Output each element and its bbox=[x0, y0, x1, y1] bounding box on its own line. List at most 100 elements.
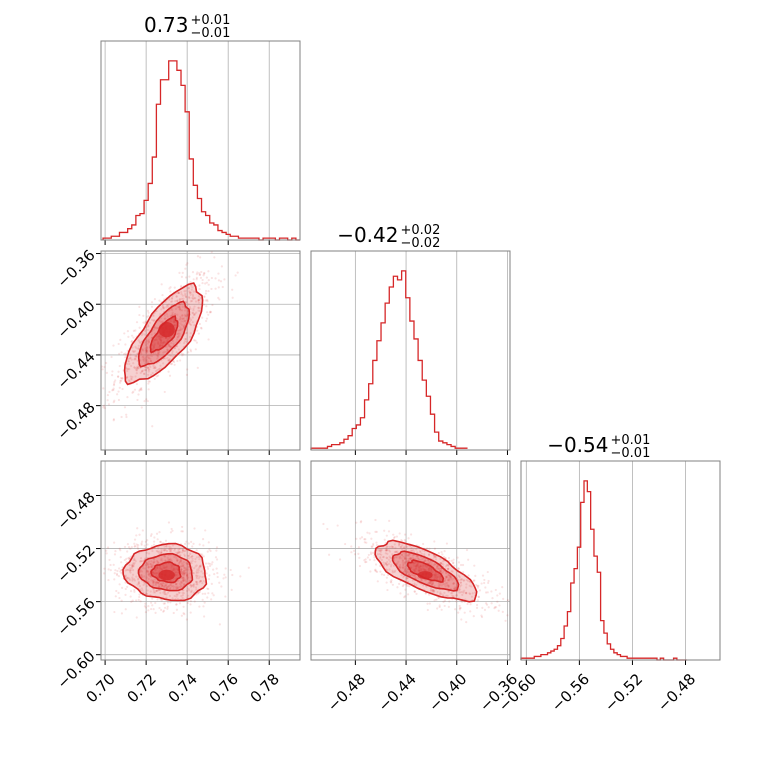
sample-point bbox=[185, 618, 188, 621]
sample-point bbox=[185, 567, 188, 570]
sample-point bbox=[158, 337, 161, 341]
sample-point bbox=[154, 572, 157, 575]
sample-point bbox=[375, 530, 378, 533]
sample-point bbox=[378, 549, 381, 553]
sample-point bbox=[108, 390, 111, 394]
histogram-panel-1: 0.73 +0.01−0.01 bbox=[102, 13, 300, 245]
sample-point bbox=[403, 557, 407, 560]
sample-point bbox=[167, 370, 170, 373]
sample-point bbox=[474, 574, 477, 577]
sample-point bbox=[151, 318, 154, 322]
sample-point bbox=[173, 571, 176, 574]
sample-point bbox=[476, 586, 480, 589]
sample-point bbox=[441, 560, 444, 563]
sample-point bbox=[179, 558, 182, 561]
sample-point bbox=[390, 563, 393, 566]
sample-point bbox=[137, 544, 140, 547]
sample-point bbox=[134, 544, 137, 548]
sample-point bbox=[462, 579, 465, 582]
sample-point bbox=[423, 559, 426, 562]
sample-point bbox=[449, 577, 453, 580]
sample-point bbox=[147, 325, 150, 328]
sample-point bbox=[198, 558, 201, 561]
sample-point bbox=[159, 344, 162, 347]
sample-point bbox=[143, 582, 146, 585]
histogram-frame bbox=[310, 250, 511, 451]
sample-point bbox=[178, 547, 181, 551]
sample-point bbox=[195, 593, 198, 596]
sample-point bbox=[166, 586, 169, 589]
sample-point bbox=[446, 579, 449, 582]
sample-point bbox=[192, 585, 195, 588]
sample-point bbox=[205, 319, 208, 323]
sample-point bbox=[131, 565, 134, 568]
sample-point bbox=[151, 549, 154, 553]
sample-point bbox=[132, 559, 135, 562]
sample-point bbox=[140, 573, 143, 577]
parameter-title-median: −0.42 bbox=[337, 223, 398, 247]
sample-point bbox=[173, 347, 176, 350]
sample-point bbox=[163, 566, 166, 569]
sample-point bbox=[364, 538, 367, 541]
sample-point bbox=[451, 562, 455, 565]
sample-point bbox=[148, 368, 151, 371]
sample-point bbox=[197, 571, 200, 574]
sample-point bbox=[414, 557, 417, 561]
sample-point bbox=[199, 579, 203, 583]
sample-point bbox=[169, 286, 172, 289]
sample-point bbox=[137, 582, 141, 585]
sample-point bbox=[191, 555, 194, 558]
scatter-panel-1: −0.48−0.44−0.40−0.36 bbox=[53, 246, 300, 455]
sample-point bbox=[164, 583, 167, 586]
sample-point bbox=[146, 360, 150, 364]
sample-point bbox=[145, 584, 149, 588]
sample-point bbox=[162, 564, 165, 567]
sample-point bbox=[458, 591, 461, 594]
sample-point bbox=[159, 559, 163, 562]
sample-point bbox=[133, 557, 136, 560]
sample-point bbox=[146, 366, 149, 369]
sample-point bbox=[165, 584, 168, 587]
sample-point bbox=[145, 349, 148, 353]
sample-point bbox=[138, 313, 141, 317]
sample-point bbox=[445, 575, 448, 578]
sample-point bbox=[183, 341, 186, 345]
sample-point bbox=[468, 592, 471, 595]
sample-point bbox=[183, 566, 186, 569]
sample-point bbox=[453, 588, 456, 591]
sample-point bbox=[169, 345, 172, 348]
sample-point bbox=[449, 576, 453, 579]
sample-point bbox=[163, 317, 166, 320]
sample-point bbox=[148, 356, 151, 360]
sample-point bbox=[159, 591, 162, 594]
sample-point bbox=[539, 588, 541, 590]
sample-point bbox=[394, 550, 397, 553]
sample-point bbox=[175, 295, 178, 298]
sample-point bbox=[166, 607, 169, 610]
x-tick-label: 0.78 bbox=[247, 670, 283, 706]
sample-point bbox=[158, 550, 161, 553]
sample-point bbox=[119, 570, 122, 573]
sample-point bbox=[451, 591, 454, 595]
sample-point bbox=[177, 333, 180, 336]
sample-point bbox=[147, 566, 150, 569]
sample-point bbox=[418, 570, 421, 573]
sample-point bbox=[152, 366, 155, 370]
sample-point bbox=[443, 591, 446, 594]
sample-point bbox=[136, 352, 139, 355]
sample-point bbox=[186, 368, 189, 371]
sample-point bbox=[182, 580, 185, 583]
sample-point bbox=[173, 555, 176, 559]
sample-point bbox=[146, 589, 149, 592]
sample-point bbox=[118, 583, 121, 586]
sample-point bbox=[455, 594, 458, 597]
sample-point bbox=[359, 521, 362, 524]
sample-point bbox=[195, 311, 198, 314]
sample-point bbox=[184, 338, 187, 341]
sample-point bbox=[154, 326, 157, 329]
sample-point bbox=[127, 335, 130, 338]
sample-point bbox=[386, 564, 389, 567]
sample-point bbox=[102, 406, 105, 409]
sample-point bbox=[203, 615, 206, 618]
sample-point bbox=[434, 571, 437, 574]
